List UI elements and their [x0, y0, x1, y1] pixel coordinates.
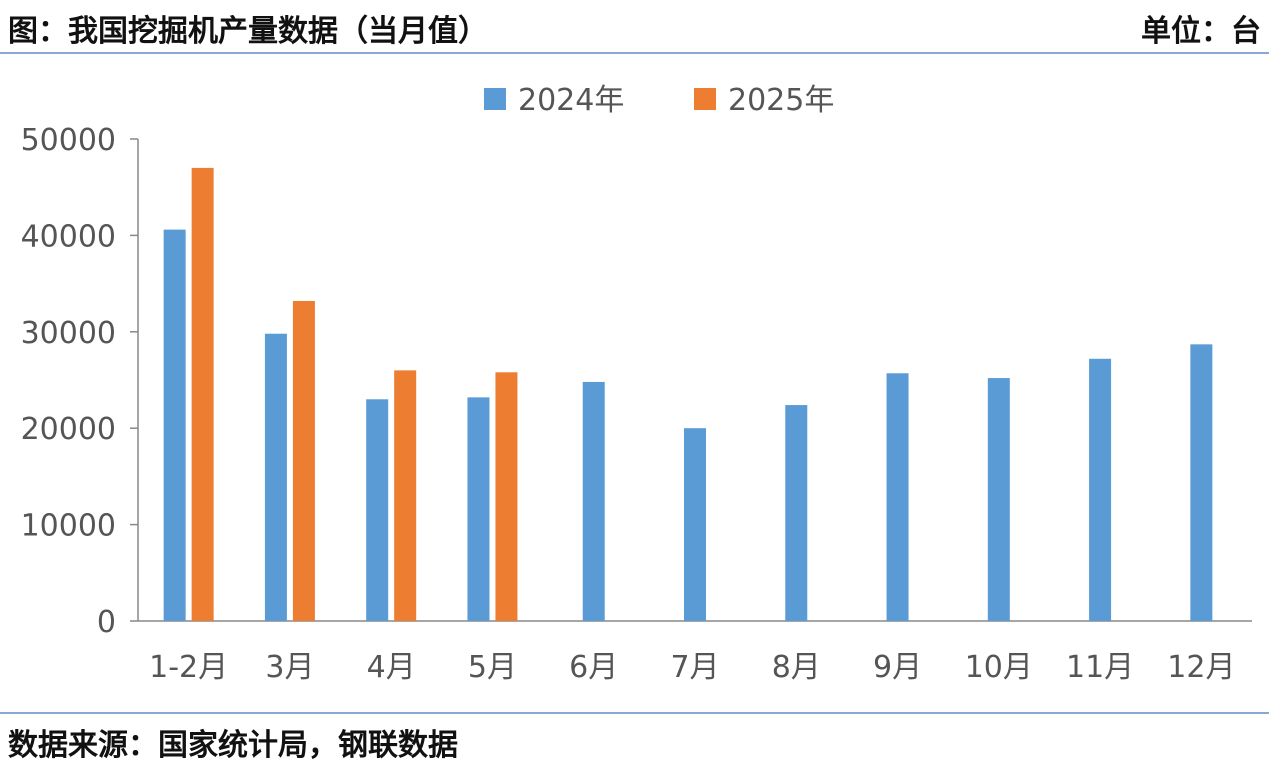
legend-swatch-2024 [484, 88, 506, 110]
y-tick-label: 20000 [21, 412, 116, 447]
y-tick-label: 0 [97, 605, 116, 640]
x-tick-label: 7月 [670, 650, 719, 685]
y-tick-label: 10000 [21, 509, 116, 544]
x-tick-label: 8月 [772, 650, 821, 685]
y-tick-label: 40000 [21, 219, 116, 254]
y-tick-label: 50000 [21, 123, 116, 158]
x-tick-label: 11月 [1066, 650, 1134, 685]
bar-2024 [264, 333, 287, 621]
bar-2024 [1190, 344, 1213, 621]
data-source: 数据来源：国家统计局，钢联数据 [8, 728, 458, 763]
x-tick-label: 1-2月 [149, 650, 228, 685]
x-tick-label: 9月 [873, 650, 922, 685]
unit-label: 单位：台 [1141, 14, 1261, 49]
y-tick-label: 30000 [21, 316, 116, 351]
x-tick-label: 4月 [367, 650, 416, 685]
x-tick-label: 6月 [569, 650, 618, 685]
x-tick-label: 10月 [965, 650, 1033, 685]
legend-label: 2025年 [728, 83, 834, 118]
bar-2024 [886, 373, 909, 621]
bar-2025 [292, 300, 315, 621]
chart-title: 图：我国挖掘机产量数据（当月值） [8, 14, 488, 49]
bar-2025 [495, 372, 518, 621]
bar-2024 [987, 378, 1010, 621]
bar-2024 [785, 405, 808, 621]
header-divider [0, 52, 1269, 54]
x-tick-label: 3月 [265, 650, 314, 685]
legend-label: 2024年 [518, 83, 624, 118]
bar-2024 [366, 399, 389, 621]
bar-2024 [1089, 358, 1112, 621]
bar-2024 [582, 381, 605, 621]
chart-header: 图：我国挖掘机产量数据（当月值） 单位：台 [0, 0, 1269, 54]
legend-swatch-2025 [694, 88, 716, 110]
x-tick-label: 12月 [1167, 650, 1235, 685]
bar-2024 [163, 229, 186, 621]
bar-2025 [394, 370, 417, 621]
footer-divider [0, 712, 1269, 714]
bar-2024 [684, 428, 706, 621]
x-tick-label: 5月 [468, 650, 517, 685]
bar-chart: 0 10000 20000 30000 40000 50000 1-2月 3月 4月 5月 6月 7月… [21, 83, 1252, 685]
bar-2024 [467, 397, 490, 621]
bar-2025 [191, 167, 214, 622]
